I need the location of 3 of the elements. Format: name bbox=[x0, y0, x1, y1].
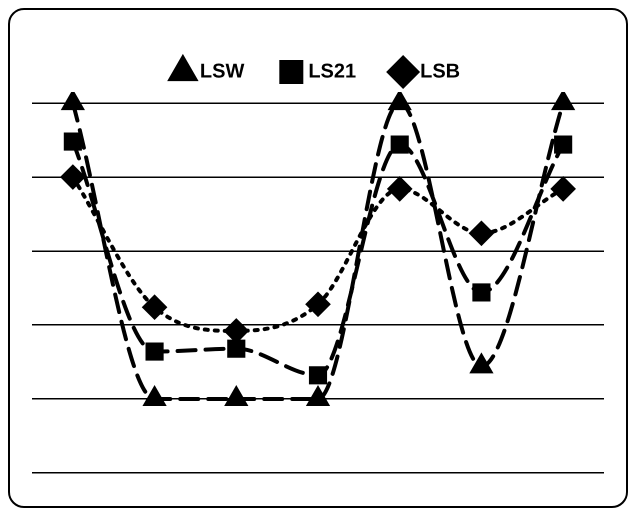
legend-label: LSW bbox=[200, 60, 244, 83]
legend-label: LSB bbox=[420, 60, 460, 83]
legend-label: LS21 bbox=[308, 60, 356, 83]
